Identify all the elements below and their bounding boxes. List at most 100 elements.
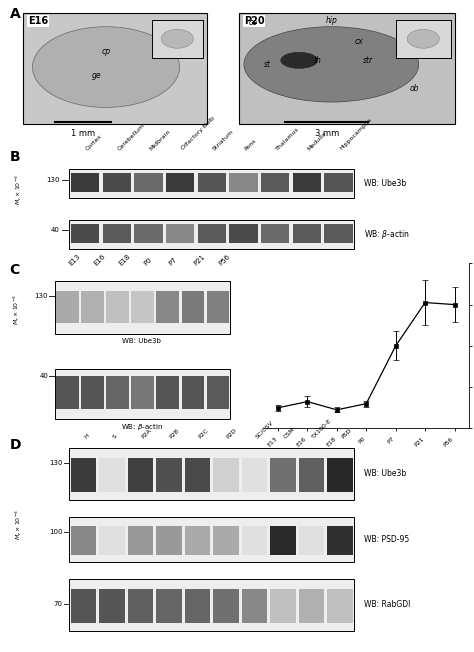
Bar [131,291,154,323]
Bar [327,526,353,556]
Bar [56,291,79,323]
Ellipse shape [407,29,439,48]
Bar [156,526,182,556]
Bar [99,526,125,556]
Text: CSM: CSM [283,426,296,439]
Bar [270,589,296,623]
Text: Olfactory Bulb: Olfactory Bulb [180,116,216,151]
Bar [71,224,100,243]
Text: 100: 100 [49,529,63,535]
Bar [182,376,204,409]
Text: C: C [9,263,20,277]
Bar [156,458,182,492]
Bar [261,224,290,243]
Bar [166,224,194,243]
Bar [128,589,154,623]
Text: ge: ge [92,71,101,80]
Text: P56: P56 [218,253,231,267]
Bar [156,589,182,623]
Text: hip: hip [325,16,337,25]
Bar [71,526,96,556]
Bar [327,589,353,623]
Bar [71,458,96,492]
Bar [128,526,154,556]
Text: D: D [9,437,21,452]
Bar [71,173,100,192]
Text: ob: ob [410,84,419,93]
Text: H: H [83,433,91,439]
Bar [292,173,321,192]
Text: WB: Ube3b: WB: Ube3b [122,338,161,344]
Ellipse shape [161,29,193,48]
Text: 3 mm: 3 mm [315,128,339,138]
Ellipse shape [32,27,180,108]
Bar [185,526,210,556]
Text: $M_r\times10^{-3}$: $M_r\times10^{-3}$ [14,174,24,205]
Text: S: S [112,434,118,439]
Text: WB: PSD-95: WB: PSD-95 [364,535,409,544]
Bar [292,224,321,243]
Text: 40: 40 [39,372,48,379]
Text: 130: 130 [49,460,63,466]
Bar [166,173,194,192]
Bar [327,458,353,492]
Text: P0: P0 [143,256,153,267]
Text: ce: ce [249,18,258,27]
Text: A: A [9,7,20,20]
Text: WB: RabGDI: WB: RabGDI [364,600,410,610]
Bar [198,224,226,243]
Text: $M_r\times10^{-3}$: $M_r\times10^{-3}$ [14,509,24,541]
Text: PSD: PSD [340,427,352,439]
Text: Cerebellum: Cerebellum [117,122,146,151]
Text: P21: P21 [193,253,206,267]
Text: $M_r\times10^{-3}$: $M_r\times10^{-3}$ [12,294,22,325]
Bar [134,224,163,243]
Bar [198,173,226,192]
Text: 130: 130 [35,293,48,299]
Bar [71,589,96,623]
Text: cp: cp [101,46,110,55]
Bar [131,376,154,409]
Text: 1 mm: 1 mm [71,128,95,138]
Text: Pons: Pons [244,138,257,151]
Bar [128,458,154,492]
Bar [102,173,131,192]
Text: E16: E16 [28,16,48,26]
Text: cx: cx [355,37,363,46]
Text: Midbrain: Midbrain [148,128,171,151]
Bar [229,224,258,243]
Ellipse shape [244,27,419,102]
Text: str: str [363,56,373,65]
Text: E13: E13 [68,253,81,267]
Text: WB: Ube3b: WB: Ube3b [364,469,406,479]
Bar [185,458,210,492]
Bar [242,458,267,492]
Bar [134,173,163,192]
Text: WB: $\beta$-actin: WB: $\beta$-actin [120,422,163,432]
Ellipse shape [281,52,318,68]
Text: B: B [9,150,20,164]
Bar [82,291,104,323]
Text: P2D: P2D [226,427,238,439]
Bar [99,589,125,623]
Bar [56,376,79,409]
Text: Thalamus: Thalamus [275,126,301,151]
Bar [106,376,129,409]
Bar [213,458,239,492]
Bar [270,526,296,556]
Text: WB: Ube3b: WB: Ube3b [364,179,406,188]
Text: P2C: P2C [198,428,210,439]
Text: E18: E18 [118,253,131,267]
Text: P20: P20 [244,16,264,26]
Text: P2A: P2A [140,428,153,439]
Text: SC/CSV: SC/CSV [255,420,274,439]
Bar [207,376,229,409]
Bar [207,291,229,323]
Bar [242,589,267,623]
Text: TX100-E: TX100-E [311,418,333,439]
Text: 70: 70 [54,601,63,607]
Text: Hippocampus: Hippocampus [338,117,373,151]
Text: Cortex: Cortex [85,133,103,151]
Text: 130: 130 [46,177,60,183]
Text: P2B: P2B [169,428,181,439]
